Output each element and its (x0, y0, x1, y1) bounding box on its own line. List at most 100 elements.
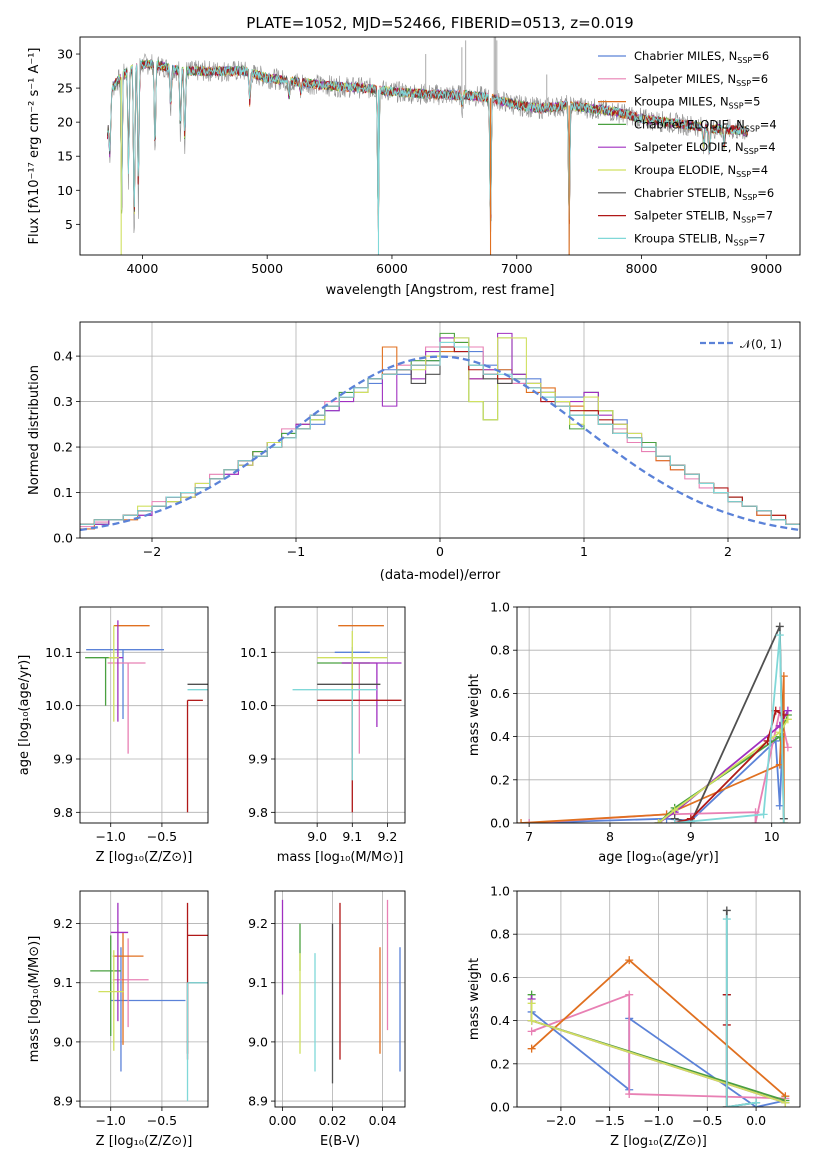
mass-weight-line-kroupa_stelib (674, 635, 785, 823)
x-tick-label: −0.5 (147, 829, 177, 844)
x-tick-label: 0.02 (319, 1113, 347, 1128)
x-tick-label: −2 (143, 544, 161, 559)
x-tick-label: 4000 (126, 261, 158, 276)
y-tick-label: 0.0 (490, 1100, 510, 1115)
spectrum-plot-area (79, 36, 801, 256)
mass-weight-marker-salpeter_elodie (783, 706, 792, 715)
z-mass-weight-panel: −2.0 −1.5 −1.0 −0.5 0.0 0.0 0.2 0.4 0.6 0.8 1.0 Z [… (467, 884, 801, 1149)
legend-label-kroupa_elodie: Kroupa ELODIE, NSSP=4 (634, 163, 768, 179)
y-tick-label: 9.9 (53, 752, 73, 767)
y-tick-label: 0.0 (53, 531, 73, 546)
mass-weight-marker-chabrier_miles (775, 801, 784, 810)
histogram-y-label: Normed distribution (27, 365, 42, 495)
x-tick-label: −1.5 (595, 1113, 625, 1128)
x-tick-label: 8000 (626, 261, 658, 276)
y-axis-label: mass [log₁₀(M/M⊙)] (27, 936, 42, 1063)
y-tick-label: 5 (65, 217, 73, 232)
x-tick-label: 5000 (251, 261, 283, 276)
mass-weight-line-salpeter_miles (531, 993, 786, 1100)
axes-frame (274, 606, 406, 824)
normal-distribution-curve (80, 355, 800, 532)
mass-weight-line-kroupa_elodie (657, 718, 789, 823)
legend-label-chabrier_elodie: Chabrier ELODIE, NSSP=4 (634, 117, 777, 133)
mass-weight-marker-kroupa_miles (517, 819, 526, 823)
y-tick-label: 10.1 (45, 645, 73, 660)
spectrum-y-ticks: 5 10 15 20 25 30 (57, 47, 80, 232)
y-tick-label: 0.0 (490, 816, 510, 831)
x-tick-label: 1 (580, 544, 588, 559)
y-tick-label: 0.6 (490, 970, 510, 985)
mass-weight-marker-kroupa_elodie (527, 999, 536, 1008)
y-tick-label: 30 (57, 47, 73, 62)
y-tick-label: 0.6 (490, 686, 510, 701)
mass-weight-marker-kroupa_miles (527, 1044, 536, 1053)
normal-legend-label: 𝒩(0, 1) (740, 337, 782, 351)
y-tick-label: 1.0 (490, 600, 510, 615)
mass-weight-marker-kroupa_stelib (779, 819, 788, 823)
y-tick-label: 0.4 (53, 349, 73, 364)
axes-frame (274, 890, 406, 1108)
axes-frame (516, 890, 801, 1108)
spectrum-x-label: wavelength [Angstrom, rest frame] (326, 283, 555, 298)
y-tick-label: 15 (57, 149, 73, 164)
y-tick-label: 20 (57, 115, 73, 130)
mass-weight-marker-kroupa_stelib (759, 810, 768, 819)
y-tick-label: 9.8 (53, 805, 73, 820)
x-tick-label: −1.0 (96, 829, 126, 844)
y-tick-label: 0.4 (490, 1013, 510, 1028)
mass-weight-marker-kroupa_stelib (752, 1098, 761, 1107)
mass-weight-marker-salpeter_miles (751, 819, 760, 823)
axes-frame (79, 890, 209, 1108)
y-tick-label: 10.0 (45, 698, 73, 713)
mass-weight-marker-kroupa_elodie (781, 1098, 790, 1107)
x-tick-label: 9.2 (377, 829, 397, 844)
spectrum-title: PLATE=1052, MJD=52466, FIBERID=0513, z=0… (246, 14, 633, 32)
mass-vs-age-panel: 9.0 9.1 9.2 9.8 9.9 10.0 10.1 mass [log₁₀(M/M⊙)… (240, 606, 406, 865)
y-tick-label: 0.1 (53, 485, 73, 500)
mass-weight-marker-kroupa_elodie (783, 715, 792, 724)
y-tick-label: 8.9 (53, 1094, 73, 1109)
y-axis-label: mass weight (467, 674, 482, 756)
x-tick-label: 0.00 (269, 1113, 297, 1128)
spectrum-legend: Chabrier MILES, NSSP=6 Salpeter MILES, NS… (598, 49, 777, 247)
spectrum-panel: 4000 5000 6000 7000 8000 9000 5 10 15 20 25 30 PLA… (27, 14, 801, 298)
x-tick-label: −1 (287, 544, 305, 559)
spectrum-y-label: Flux [fλ10⁻¹⁷ erg cm⁻² s⁻¹ A⁻¹] (27, 48, 42, 245)
mass-weight-marker-kroupa_elodie (527, 1016, 536, 1025)
x-tick-label: 7000 (501, 261, 533, 276)
plot-content (517, 622, 792, 823)
y-tick-label: 0.3 (53, 394, 73, 409)
mass-weight-marker-salpeter_miles (783, 743, 792, 752)
x-tick-label: 8 (606, 829, 614, 844)
mass-weight-marker-kroupa_stelib (775, 631, 784, 640)
x-tick-label: 10 (764, 829, 780, 844)
y-tick-label: 9.9 (248, 752, 268, 767)
x-tick-label: −0.5 (147, 1113, 177, 1128)
axes-frame (516, 606, 801, 824)
x-tick-label: −0.5 (692, 1113, 722, 1128)
mass-weight-line-kroupa_stelib (725, 919, 757, 1107)
mass-weight-marker-salpeter_miles (527, 1027, 536, 1036)
y-tick-label: 9.2 (53, 916, 73, 931)
legend-label-kroupa_miles: Kroupa MILES, NSSP=5 (634, 95, 760, 111)
mass-weight-marker-kroupa_stelib (722, 915, 731, 924)
plot-content (281, 899, 401, 1084)
x-tick-label: 9000 (750, 261, 782, 276)
x-tick-label: 9.1 (342, 829, 362, 844)
z-vs-age-panel: −1.0 −0.5 9.8 9.9 10.0 10.1 Z [log₁₀(Z/Z⊙)] age… (17, 606, 209, 865)
spectrum-content (107, 37, 748, 255)
grid-lines (80, 607, 208, 823)
x-tick-label: 0.0 (746, 1113, 766, 1128)
y-tick-label: 9.0 (248, 1034, 268, 1049)
y-tick-label: 0.2 (490, 1056, 510, 1071)
x-axis-label: age [log₁₀(age/yr)] (598, 850, 719, 865)
histogram-x-ticks: −2 −1 0 1 2 (143, 538, 732, 559)
x-tick-label: −2.0 (546, 1113, 576, 1128)
x-axis-label: E(B-V) (320, 1134, 360, 1149)
mass-weight-marker-kroupa_stelib (670, 819, 679, 823)
histogram-plot-area (79, 321, 801, 539)
age-mass-weight-panel: 7 8 9 10 0.0 0.2 0.4 0.6 0.8 1.0 age [log₁₀(age/yr… (467, 600, 801, 865)
mass-weight-marker-salpeter_miles (625, 1090, 634, 1099)
